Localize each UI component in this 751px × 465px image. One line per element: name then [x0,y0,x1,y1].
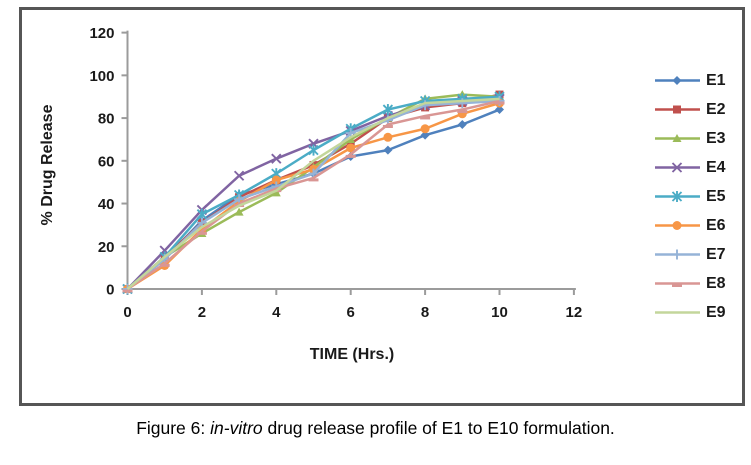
figure-caption: Figure 6: in-vitro drug release profile … [0,418,751,439]
y-tick-label: 120 [89,25,114,42]
y-tick-label: 0 [106,282,114,299]
series-E2-line [126,93,500,290]
legend-marker-E1 [672,76,682,85]
legend-item-E1: E1 [654,66,726,95]
series-E3-line [126,93,500,290]
series-E1-marker [457,119,467,129]
y-axis-title-text: % Drug Release [39,104,56,226]
legend-label-E6: E6 [706,216,726,234]
legend-label-E5: E5 [706,187,726,205]
legend-label-E4: E4 [706,158,726,176]
series-E5-line [126,95,500,290]
series-E1-marker [383,145,393,155]
y-tick-label: 60 [98,153,115,170]
series-E9-line [126,97,500,290]
series-E1-line [126,108,500,290]
legend-item-E4: E4 [654,153,726,182]
legend-item-E2: E2 [654,95,726,124]
x-tick-label: 12 [566,304,583,321]
y-tick-label: 20 [98,239,115,256]
caption-suffix: drug release profile of E1 to E10 formul… [262,418,615,438]
legend-marker-E7 [672,249,682,260]
x-tick-label: 6 [347,304,355,321]
legend-item-E7: E7 [654,240,726,269]
legend-key-E5 [655,191,700,202]
chart-frame: 0 2 4 6 8 10 12 0 20 40 60 80 100 120 % Drug Release … [19,7,745,406]
series-E8-line [126,99,500,291]
y-axis-title: % Drug Release [36,70,60,260]
legend-key-E9 [655,311,700,314]
legend-key-E2 [655,105,700,114]
x-tick-label: 10 [491,304,508,321]
legend-label-E8: E8 [706,274,726,292]
series-E6-marker [383,132,393,142]
legend-item-E5: E5 [654,182,726,211]
series-E1-marker [420,130,430,140]
legend-key-E1 [655,76,700,85]
series-E4-line [126,97,500,290]
series-E6-marker [420,124,430,134]
legend-item-E8: E8 [654,269,726,298]
legend-marker-E3 [672,134,682,142]
series-E4-marker [233,170,245,181]
legend-item-E9: E9 [654,298,726,327]
series-E4-marker [271,153,282,164]
y-tick-label: 40 [98,196,115,213]
legend-key-E6 [655,221,700,230]
legend-label-E9: E9 [706,303,726,321]
legend-label-E7: E7 [706,245,726,263]
x-tick-label: 2 [198,304,206,321]
legend-marker-E4 [671,162,683,173]
x-tick-label: 0 [123,304,131,321]
series-E3-marker [346,134,356,143]
series-E3-marker [234,207,244,216]
legend-key-E3 [655,134,700,142]
series-E1-marker [495,105,504,115]
series-E3-marker [271,188,281,197]
legend-key-E8 [655,282,700,287]
legend-label-E3: E3 [706,129,726,147]
legend: E1 E2 E3 E4 E5 E6 E7 E8 E9 [654,66,726,327]
caption-italic: in-vitro [210,418,263,438]
series-E6-marker [346,143,356,153]
x-axis-title: TIME (Hrs.) [309,346,395,363]
y-tick-label: 80 [98,111,115,128]
legend-item-E6: E6 [654,211,726,240]
legend-label-E2: E2 [706,100,726,118]
caption-prefix: Figure 6: [136,418,211,438]
y-tick-label: 100 [89,68,114,85]
series-E6-marker [271,175,281,185]
legend-label-E1: E1 [706,71,726,89]
legend-item-E3: E3 [654,124,726,153]
legend-marker-E2 [673,105,681,114]
x-tick-label: 4 [272,304,281,321]
x-tick-label: 8 [421,304,429,321]
legend-key-E7 [655,249,700,260]
legend-marker-E6 [672,221,682,230]
legend-key-E4 [655,162,700,173]
